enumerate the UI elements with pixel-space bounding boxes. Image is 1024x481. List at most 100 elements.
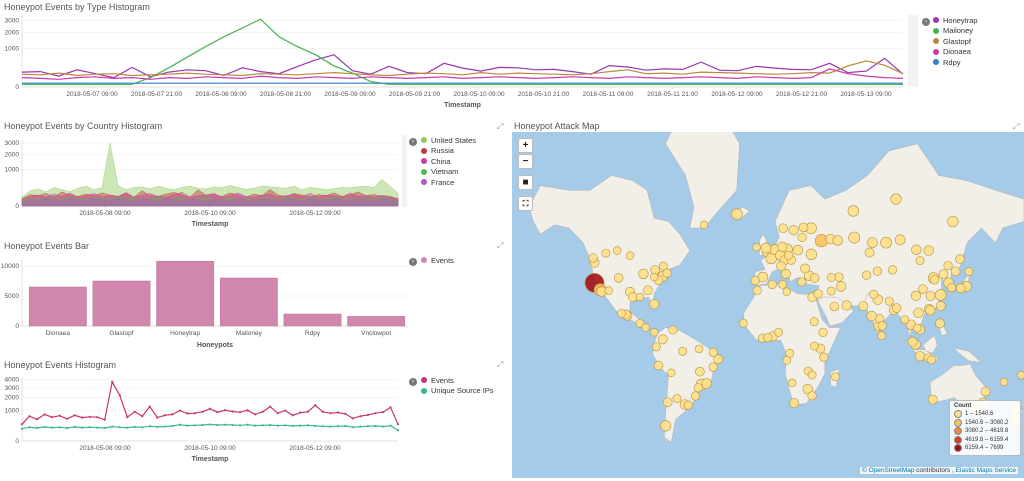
bar-glastopf	[92, 280, 151, 327]
attack-point	[907, 336, 918, 347]
y-tick-label: 10000	[1, 263, 19, 270]
land-greenland	[665, 132, 740, 229]
zoom-out-button[interactable]: −	[518, 154, 533, 169]
data-point-events	[118, 394, 121, 397]
data-point-events	[329, 412, 332, 415]
legend-item-vietnam[interactable]: Vietnam	[421, 167, 476, 178]
legend-toggle-icon[interactable]: ›	[409, 258, 417, 266]
expand-icon[interactable]: ⤢	[497, 360, 504, 369]
expand-icon[interactable]: ⤢	[1013, 122, 1020, 131]
data-point-events	[186, 412, 189, 415]
data-point-unique-source-ips	[374, 424, 377, 428]
bar-honeytrap	[156, 260, 215, 327]
attack-point	[935, 301, 946, 311]
data-point-unique-source-ips	[291, 424, 294, 428]
draw-rectangle-icon[interactable]: ■	[518, 175, 533, 190]
data-point-unique-source-ips	[321, 425, 324, 428]
attack-point	[894, 234, 906, 246]
bar-rdpy	[283, 313, 342, 327]
attack-point	[662, 397, 673, 408]
legend-item-glastopf[interactable]: Glastopf	[933, 36, 978, 47]
zoom-in-button[interactable]: +	[518, 138, 533, 153]
attack-point	[946, 282, 957, 293]
x-tick-label: Glastopf	[109, 330, 133, 337]
data-point-events	[276, 412, 279, 415]
legend-swatch	[933, 48, 939, 55]
attack-point	[912, 323, 922, 333]
legend-item-rdpy[interactable]: Rdpy	[933, 57, 978, 68]
data-point-events	[374, 412, 377, 415]
data-point-unique-source-ips	[186, 424, 189, 427]
legend-item-unique-source-ips[interactable]: Unique Source IPs	[421, 386, 494, 397]
x-tick-label: 2018-05-12 09:00	[711, 91, 763, 98]
attack-point	[955, 283, 966, 294]
legend-item-honeytrap[interactable]: Honeytrap	[933, 15, 978, 26]
attack-point	[651, 342, 661, 352]
data-point-unique-source-ips	[58, 426, 61, 429]
legend-item-russia[interactable]: Russia	[421, 146, 476, 157]
data-point-events	[261, 410, 264, 413]
legend-item-events[interactable]: Events	[421, 255, 454, 266]
attack-point	[778, 279, 787, 289]
data-point-unique-source-ips	[111, 425, 114, 428]
legend-item-united-states[interactable]: United States	[421, 135, 476, 146]
data-point-unique-source-ips	[223, 423, 227, 426]
data-point-events	[81, 416, 84, 419]
data-point-unique-source-ips	[193, 424, 197, 427]
openstreetmap-link[interactable]: © OpenStreetMap	[862, 467, 915, 474]
legend-swatch	[421, 147, 427, 154]
attack-point	[782, 287, 791, 296]
data-point-events	[314, 404, 317, 407]
expand-icon[interactable]: ⤢	[497, 241, 504, 250]
legend-toggle-icon[interactable]: ›	[409, 378, 417, 386]
legend-item-china[interactable]: China	[421, 156, 476, 167]
attack-point	[683, 400, 693, 410]
events-histogram-title: Honeypot Events Histogram	[4, 360, 117, 370]
data-point-unique-source-ips	[96, 426, 99, 429]
x-tick-label: 2018-05-12 09:00	[289, 210, 341, 217]
data-point-unique-source-ips	[126, 426, 129, 429]
attack-point	[699, 220, 709, 229]
data-point-events	[321, 410, 324, 413]
legend-label: Events	[431, 375, 454, 385]
type-histogram-title: Honeypot Events by Type Histogram	[4, 2, 150, 12]
y-tick-label: 0	[15, 438, 19, 445]
legend-swatch	[933, 17, 939, 24]
attack-point	[872, 266, 882, 276]
attack-point	[915, 256, 925, 265]
attack-point	[831, 372, 840, 382]
elastic-maps-link[interactable]: Elastic Maps Service	[955, 467, 1016, 474]
area-series-united-states	[21, 143, 399, 207]
expand-icon[interactable]: ⤢	[497, 122, 504, 131]
data-point-events	[223, 409, 227, 412]
attribution-text: contributors ,	[914, 467, 956, 474]
attack-map-canvas[interactable]	[512, 132, 1024, 478]
country-histogram-chart: 0 1000 2000 3000 2018-05-08 09:00 2018-05-10 …	[5, 135, 407, 228]
attack-point	[877, 331, 887, 341]
legend-toggle-icon[interactable]: ›	[409, 138, 417, 146]
map-legend: Count 1 – 1540.6 1540.6 – 3080.2 3080.2 – …	[949, 400, 1021, 456]
data-point-events	[126, 416, 129, 419]
x-tick-label: 2018-05-10 09:00	[184, 445, 236, 452]
events-histogram-panel: Honeypot Events Histogram 0 1000 2000 3000 4…	[0, 357, 508, 481]
legend-item-mailoney[interactable]: Mailoney	[933, 26, 978, 37]
legend-swatch	[954, 427, 962, 436]
legend-item-dionaea[interactable]: Dionaea	[933, 47, 978, 58]
data-point-events	[111, 380, 114, 383]
legend-item-events[interactable]: Events	[421, 375, 494, 386]
fit-bounds-icon[interactable]: ⛶	[518, 196, 533, 211]
x-tick-label: 2018-05-08 09:00	[79, 445, 131, 452]
legend-divider	[402, 135, 407, 207]
attack-point	[783, 250, 794, 260]
attack-point	[841, 300, 852, 311]
x-tick-label: 2018-05-13 09:00	[840, 91, 892, 98]
legend-toggle-icon[interactable]: ›	[922, 18, 930, 26]
legend-item-france[interactable]: France	[421, 177, 476, 188]
data-point-unique-source-ips	[156, 425, 159, 429]
data-point-events	[88, 415, 91, 418]
attack-point	[910, 290, 921, 301]
data-point-events	[103, 418, 106, 421]
data-point-unique-source-ips	[344, 424, 347, 428]
data-point-events	[216, 411, 219, 414]
data-point-events	[284, 409, 287, 412]
